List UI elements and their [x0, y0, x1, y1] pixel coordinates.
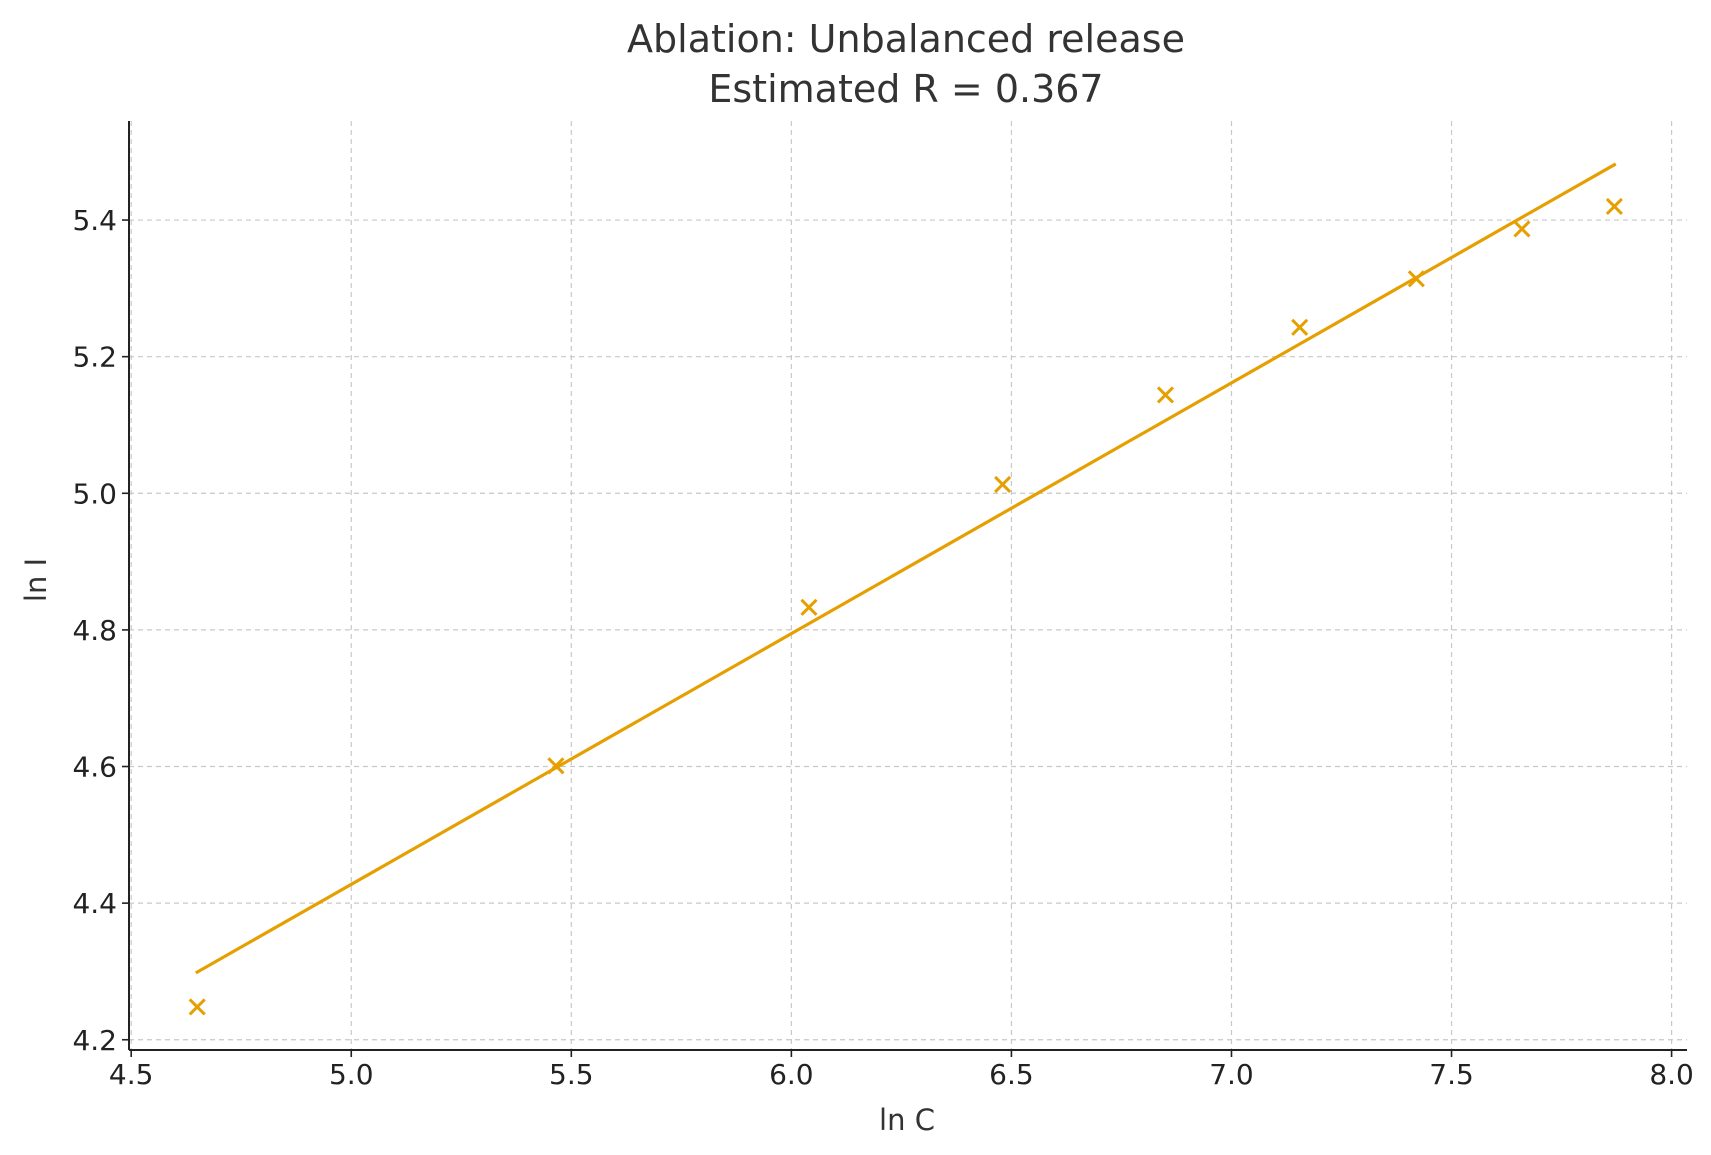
y-tick-label: 4.2	[72, 1024, 117, 1057]
x-tick-label: 7.0	[1209, 1058, 1254, 1091]
axes	[128, 121, 1687, 1051]
data-point	[994, 475, 1012, 493]
x-tick-label: 5.5	[549, 1058, 594, 1091]
data-point	[800, 598, 818, 616]
data-point	[1513, 220, 1531, 238]
x-tick-label: 6.5	[989, 1058, 1034, 1091]
data-point	[1291, 318, 1309, 336]
x-tick-label: 5.0	[329, 1058, 374, 1091]
data-point-stroke	[994, 475, 1012, 493]
data-point-stroke	[800, 598, 818, 616]
x-tick-label: 7.5	[1429, 1058, 1474, 1091]
y-tick-label: 4.8	[72, 614, 117, 647]
data-point-stroke	[1513, 220, 1531, 238]
y-axis-label: ln I	[19, 558, 53, 602]
fit-line	[195, 162, 1617, 975]
x-tick-label: 8.0	[1649, 1058, 1694, 1091]
data-point-stroke	[188, 998, 206, 1016]
y-tick-label: 4.6	[72, 751, 117, 784]
plot-data	[188, 162, 1623, 1016]
y-tick-label: 5.0	[72, 477, 117, 510]
x-tick-label: 6.0	[769, 1058, 814, 1091]
data-point-stroke	[1291, 318, 1309, 336]
y-tick-label: 5.4	[72, 204, 117, 237]
chart-title: Ablation: Unbalanced release	[627, 17, 1185, 61]
y-tick-label: 5.2	[72, 341, 117, 374]
data-point-stroke	[1156, 386, 1175, 404]
x-tick-label: 4.5	[109, 1058, 154, 1091]
x-axis-label: ln C	[879, 1103, 935, 1137]
chart-subtitle: Estimated R = 0.367	[708, 67, 1103, 111]
data-point-stroke	[1605, 197, 1623, 215]
y-tick-label: 4.4	[72, 887, 117, 920]
ticks: 4.5 5.0 5.5 6.0 6.5 7.0 7.5 8.0 4.2 4.4 4.6 4.8 5.0 5…	[72, 204, 1693, 1091]
grid	[129, 121, 1687, 1050]
data-point	[1156, 386, 1175, 404]
data-point	[188, 998, 206, 1016]
data-point	[1605, 197, 1623, 215]
